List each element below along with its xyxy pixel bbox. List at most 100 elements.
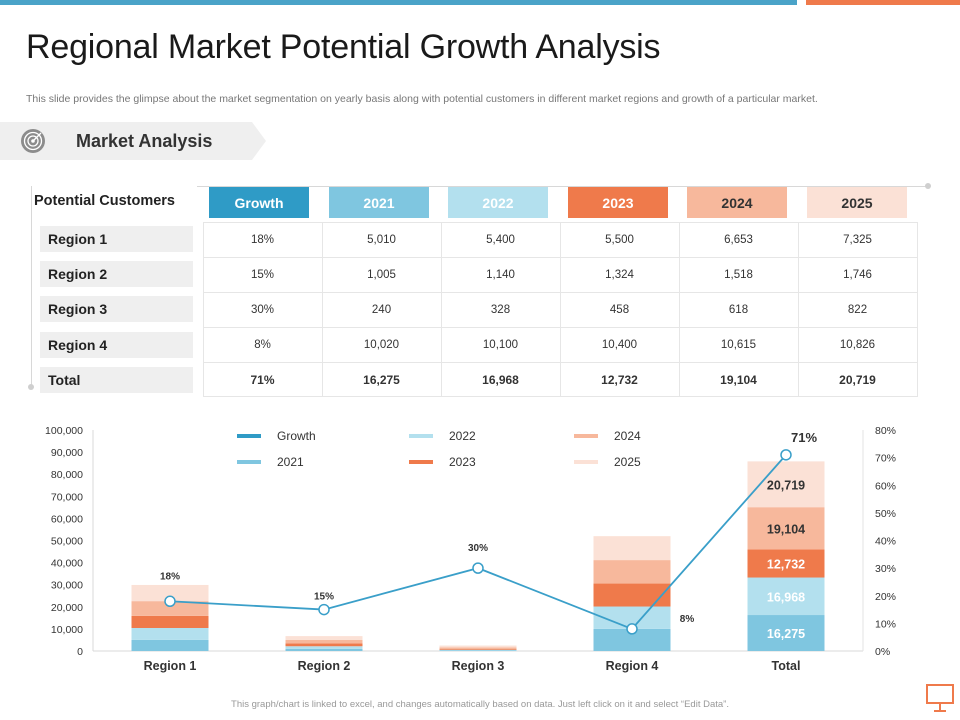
y-right-tick-label: 70% xyxy=(875,453,896,465)
table-cell: 15% xyxy=(250,268,275,281)
y-right-tick-label: 10% xyxy=(875,618,896,630)
table-total-cell: 20,719 xyxy=(839,372,876,387)
y-right-tick-label: 60% xyxy=(875,480,896,492)
bar-data-label: 12,732 xyxy=(767,557,805,571)
table-cell: 5,400 xyxy=(486,233,515,246)
bar-data-label: 16,968 xyxy=(767,590,805,604)
y-left-tick-label: 90,000 xyxy=(51,447,83,459)
legend-label: 2024 xyxy=(614,429,641,443)
y-right-tick-label: 20% xyxy=(875,591,896,603)
presentation-board-icon xyxy=(924,682,956,719)
column-header-growth: Growth xyxy=(209,187,309,218)
table-cell: 1,140 xyxy=(486,268,515,281)
bar-segment-2022 xyxy=(131,627,209,640)
table-total-cell: 71% xyxy=(250,372,275,387)
table-cell: 10,020 xyxy=(363,338,400,351)
bar-segment-2021 xyxy=(593,628,671,651)
growth-point xyxy=(318,603,330,616)
y-left-tick-label: 50,000 xyxy=(51,536,83,548)
legend-label: 2022 xyxy=(449,429,476,443)
table-cell: 6,653 xyxy=(724,233,753,246)
y-right-tick-label: 30% xyxy=(875,563,896,575)
row-label-region-2: Region 2 xyxy=(40,261,193,287)
table-cell: 30% xyxy=(250,303,275,316)
table-grid-line xyxy=(322,222,323,397)
bar-segment-2025 xyxy=(593,536,671,561)
table-cell: 7,325 xyxy=(843,233,872,246)
table-cell: 1,518 xyxy=(724,268,753,281)
bar-segment-2022 xyxy=(285,646,363,649)
table-cell: 618 xyxy=(728,303,749,316)
table-cell: 18% xyxy=(250,233,275,246)
table-total-cell: 16,968 xyxy=(482,372,519,387)
bar-segment-2024 xyxy=(439,647,517,649)
y-left-tick-label: 80,000 xyxy=(51,469,83,481)
section-banner: Market Analysis xyxy=(0,122,266,160)
column-header-2023: 2023 xyxy=(568,187,668,218)
table-cell: 1,005 xyxy=(367,268,396,281)
growth-data-label: 15% xyxy=(314,592,334,603)
legend-swatch-2021 xyxy=(237,460,261,464)
bar-segment-2023 xyxy=(593,583,671,607)
top-accent-bar-blue xyxy=(0,0,797,5)
x-tick-label: Region 1 xyxy=(144,659,197,673)
table-total-cell: 16,275 xyxy=(363,372,400,387)
bar-segment-2021 xyxy=(285,648,363,651)
bar-segment-2022 xyxy=(439,649,517,651)
footnote: This graph/chart is linked to excel, and… xyxy=(231,699,729,710)
y-left-tick-label: 30,000 xyxy=(51,580,83,592)
bar-segment-2021 xyxy=(439,650,517,651)
bar-segment-2024 xyxy=(747,507,825,550)
bar-segment-2025 xyxy=(131,584,209,602)
table-grid-line xyxy=(560,222,561,397)
column-header-2025: 2025 xyxy=(807,187,907,218)
growth-point xyxy=(164,595,176,608)
table-cell: 458 xyxy=(609,303,630,316)
x-tick-label: Region 4 xyxy=(606,659,659,673)
y-right-tick-label: 40% xyxy=(875,536,896,548)
bar-segment-2024 xyxy=(593,560,671,584)
legend-swatch-2024 xyxy=(574,434,598,438)
page-title: Regional Market Potential Growth Analysi… xyxy=(26,28,661,66)
table-cell: 8% xyxy=(254,338,271,351)
table-grid-line xyxy=(203,292,918,293)
row-label-region-4: Region 4 xyxy=(40,332,193,358)
bar-data-label: 19,104 xyxy=(767,522,805,536)
growth-point xyxy=(472,562,484,574)
table-cell: 5,010 xyxy=(367,233,396,246)
table-cell: 1,746 xyxy=(843,268,872,281)
legend-swatch-growth xyxy=(237,434,261,438)
growth-data-label: 30% xyxy=(468,543,488,554)
growth-data-label: 71% xyxy=(791,430,817,445)
legend-label: 2023 xyxy=(449,455,476,469)
y-left-tick-label: 70,000 xyxy=(51,491,83,503)
table-grid-line xyxy=(203,362,918,363)
y-left-tick-label: 0 xyxy=(77,646,83,658)
bar-segment-2024 xyxy=(131,601,209,616)
table-frame-dot xyxy=(925,183,931,189)
table-corner-header: Potential Customers xyxy=(34,193,175,209)
legend-label: Growth xyxy=(277,429,316,443)
bar-data-label: 16,275 xyxy=(767,627,805,641)
table-grid-line xyxy=(798,222,799,397)
legend-label: 2025 xyxy=(614,455,641,469)
table-cell: 10,826 xyxy=(839,338,876,351)
legend-swatch-2025 xyxy=(574,460,598,464)
section-title: Market Analysis xyxy=(76,131,213,151)
bar-segment-2022 xyxy=(593,606,671,629)
y-left-tick-label: 20,000 xyxy=(51,602,83,614)
legend-swatch-2023 xyxy=(409,460,433,464)
table-frame-left xyxy=(31,186,32,386)
bar-segment-2021 xyxy=(747,615,825,651)
table-frame-dot xyxy=(28,384,34,390)
table-grid-line xyxy=(203,327,918,328)
column-header-2022: 2022 xyxy=(448,187,548,218)
table-grid-line xyxy=(679,222,680,397)
table-cell: 822 xyxy=(847,303,868,316)
bar-segment-2024 xyxy=(285,639,363,644)
page-subtitle: This slide provides the glimpse about th… xyxy=(26,93,818,105)
x-tick-label: Region 2 xyxy=(298,659,351,673)
legend-swatch-2022 xyxy=(409,434,433,438)
table-cell: 328 xyxy=(490,303,511,316)
growth-line xyxy=(169,454,787,630)
